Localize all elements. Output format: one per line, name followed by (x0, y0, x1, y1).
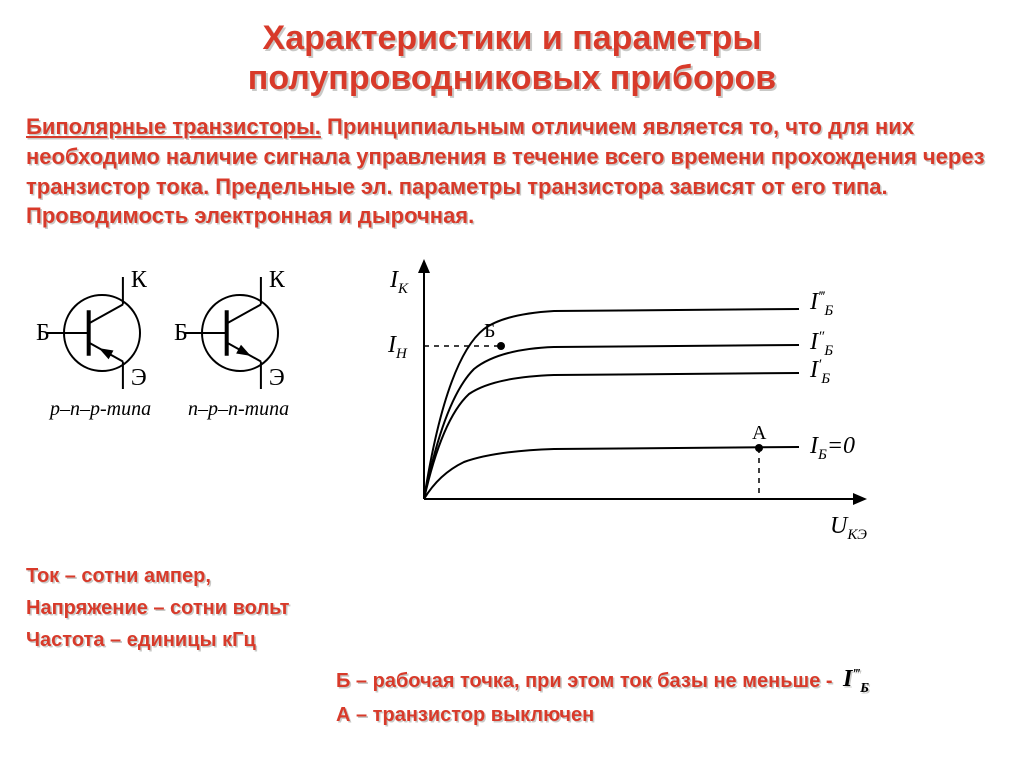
svg-text:IН: IН (387, 332, 408, 362)
svg-text:Э: Э (269, 365, 285, 391)
svg-text:p–n–p-типа: p–n–p-типа (48, 398, 151, 420)
svg-text:n–p–n-типа: n–p–n-типа (188, 398, 289, 420)
svg-text:I‴Б: I‴Б (809, 289, 833, 319)
svg-text:A: A (752, 422, 767, 444)
svg-text:I″Б: I″Б (809, 329, 833, 359)
footer-point-b: Б – рабочая точка, при этом ток базы не … (336, 664, 833, 698)
svg-text:IБ=0: IБ=0 (809, 433, 855, 463)
footer-point-a: А – транзистор выключен (336, 698, 998, 732)
svg-text:Б: Б (174, 320, 188, 346)
svg-text:IК: IК (389, 267, 409, 297)
title-line1: Характеристики и параметры (263, 19, 762, 57)
svg-text:К: К (131, 267, 148, 293)
svg-text:I‴Б: I‴Б (842, 666, 869, 696)
reading-freq: Частота – единицы кГц (26, 624, 998, 656)
svg-text:UКЭ: UКЭ (830, 513, 867, 543)
readings: Ток – сотни ампер, Напряжение – сотни во… (26, 560, 998, 656)
svg-text:Б: Б (36, 320, 50, 346)
svg-text:Б: Б (484, 320, 495, 342)
chart-wrap: IК IН UКЭ I‴Б I″БI′Б IБ=0 Б A (354, 249, 914, 554)
body-paragraph: Биполярные транзисторы. Принципиальным о… (26, 112, 998, 231)
chart-svg: IК IН UКЭ I‴Б I″БI′Б IБ=0 Б A (354, 249, 914, 549)
reading-current: Ток – сотни ампер, (26, 560, 998, 592)
svg-text:К: К (269, 267, 286, 293)
svg-text:Э: Э (131, 365, 147, 391)
footer: Б – рабочая точка, при этом ток базы не … (336, 664, 998, 732)
page-title: Характеристики и параметры полупроводник… (26, 18, 998, 98)
svg-text:I′Б: I′Б (809, 357, 830, 387)
reading-voltage: Напряжение – сотни вольт (26, 592, 998, 624)
subtitle: Биполярные транзисторы. (26, 114, 321, 139)
transistor-symbols: Б К Эp–n–p-типа Б К Эn–p–n-типа (26, 249, 326, 454)
title-line2: полупроводниковых приборов (248, 59, 776, 97)
footer-symbol-svg: I‴Б (839, 664, 879, 698)
symbols-svg: Б К Эp–n–p-типа Б К Эn–p–n-типа (26, 249, 326, 449)
diagram-row: Б К Эp–n–p-типа Б К Эn–p–n-типа IК IН UКЭ I‴Б I″Б… (26, 249, 998, 554)
